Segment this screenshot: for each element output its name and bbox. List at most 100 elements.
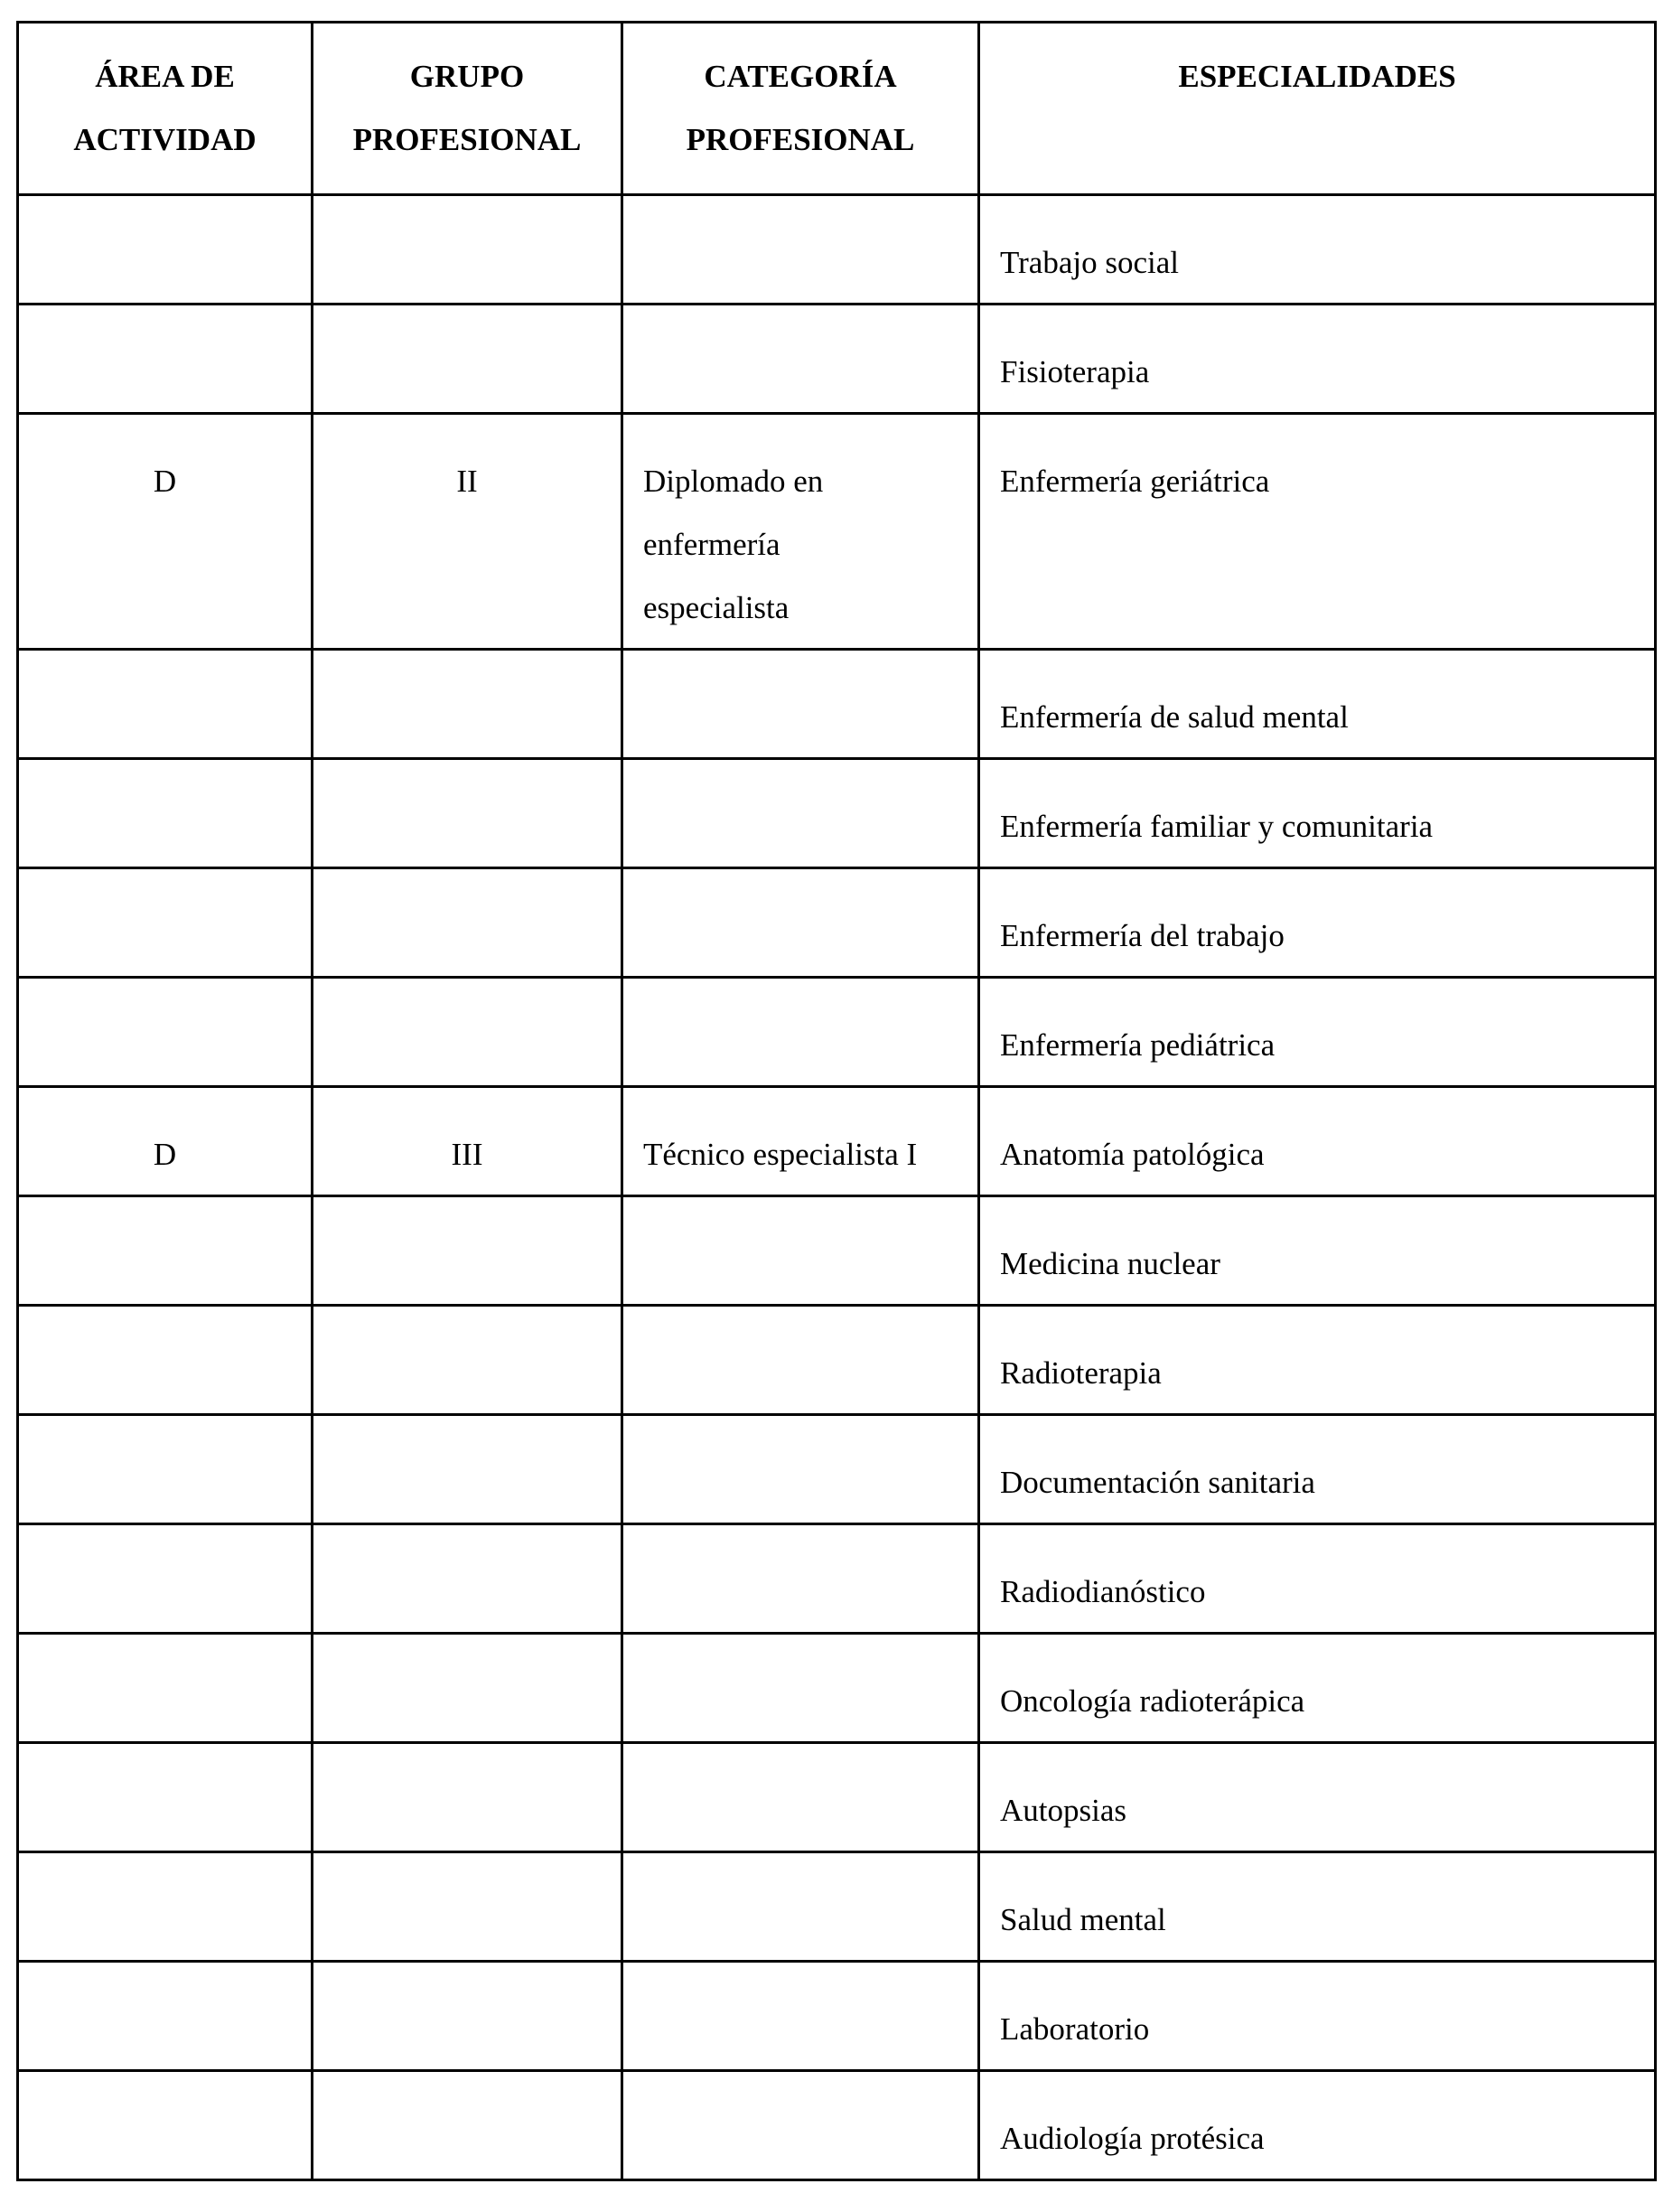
cell-area <box>16 2069 313 2181</box>
cell-categoria: Técnico especialista I <box>621 1085 980 1197</box>
header-line: CATEGORÍA <box>704 59 897 94</box>
cell-line: especialista <box>643 590 790 625</box>
cell-area <box>16 1741 313 1853</box>
cell-especialidad: Enfermería pediátrica <box>977 976 1657 1088</box>
cell-grupo <box>311 1741 623 1853</box>
cell-grupo <box>311 1413 623 1525</box>
cell-area <box>16 976 313 1088</box>
cell-grupo <box>311 757 623 869</box>
specialties-table: ÁREA DE ACTIVIDAD GRUPO PROFESIONAL CATEGO… <box>16 21 1657 2181</box>
cell-grupo <box>311 1195 623 1307</box>
cell-categoria <box>621 757 980 869</box>
cell-categoria <box>621 303 980 415</box>
cell-area: D <box>16 1085 313 1197</box>
table-row: Salud mental <box>16 1851 1657 1963</box>
table-row: Audiología protésica <box>16 2069 1657 2181</box>
cell-categoria <box>621 1304 980 1416</box>
table-row: Autopsias <box>16 1741 1657 1853</box>
cell-categoria <box>621 1960 980 2072</box>
table-row: Fisioterapia <box>16 303 1657 415</box>
cell-categoria <box>621 1851 980 1963</box>
cell-especialidad: Enfermería geriátrica <box>977 412 1657 651</box>
cell-especialidad: Trabajo social <box>977 193 1657 305</box>
cell-grupo <box>311 867 623 979</box>
cell-area <box>16 1304 313 1416</box>
table-row: Enfermería familiar y comunitaria <box>16 757 1657 869</box>
cell-area <box>16 1195 313 1307</box>
table-row: Laboratorio <box>16 1960 1657 2072</box>
cell-categoria <box>621 648 980 760</box>
cell-categoria <box>621 1523 980 1635</box>
table-row: Documentación sanitaria <box>16 1413 1657 1525</box>
cell-area <box>16 1413 313 1525</box>
cell-especialidad: Enfermería familiar y comunitaria <box>977 757 1657 869</box>
cell-grupo: III <box>311 1085 623 1197</box>
cell-categoria <box>621 2069 980 2181</box>
cell-especialidad: Laboratorio <box>977 1960 1657 2072</box>
cell-area: D <box>16 412 313 651</box>
cell-area <box>16 1523 313 1635</box>
cell-categoria <box>621 1195 980 1307</box>
cell-grupo <box>311 648 623 760</box>
header-area: ÁREA DE ACTIVIDAD <box>16 21 313 196</box>
table-row: Enfermería del trabajo <box>16 867 1657 979</box>
cell-categoria <box>621 976 980 1088</box>
header-row: ÁREA DE ACTIVIDAD GRUPO PROFESIONAL CATEGO… <box>16 21 1657 196</box>
cell-especialidad: Documentación sanitaria <box>977 1413 1657 1525</box>
cell-grupo <box>311 2069 623 2181</box>
header-line: ACTIVIDAD <box>73 122 257 157</box>
cell-categoria: Diplomado en enfermería especialista <box>621 412 980 651</box>
cell-area <box>16 867 313 979</box>
table-row: Trabajo social <box>16 193 1657 305</box>
cell-categoria <box>621 193 980 305</box>
table-row: Enfermería de salud mental <box>16 648 1657 760</box>
header-line: ÁREA DE <box>95 59 235 94</box>
header-line: ESPECIALIDADES <box>1178 59 1456 94</box>
cell-categoria <box>621 1413 980 1525</box>
cell-area <box>16 1851 313 1963</box>
cell-area <box>16 193 313 305</box>
cell-grupo <box>311 1851 623 1963</box>
cell-categoria <box>621 867 980 979</box>
header-line: PROFESIONAL <box>352 122 582 157</box>
cell-grupo <box>311 1632 623 1744</box>
cell-especialidad: Autopsias <box>977 1741 1657 1853</box>
cell-especialidad: Fisioterapia <box>977 303 1657 415</box>
cell-especialidad: Medicina nuclear <box>977 1195 1657 1307</box>
cell-grupo <box>311 303 623 415</box>
cell-grupo <box>311 976 623 1088</box>
header-categoria: CATEGORÍA PROFESIONAL <box>621 21 980 196</box>
cell-especialidad: Salud mental <box>977 1851 1657 1963</box>
cell-especialidad: Oncología radioterápica <box>977 1632 1657 1744</box>
table-row: D II Diplomado en enfermería especialista Enf… <box>16 412 1657 651</box>
cell-area <box>16 1632 313 1744</box>
cell-line: Diplomado en <box>643 464 824 499</box>
table-row: Enfermería pediátrica <box>16 976 1657 1088</box>
table-row: Radioterapia <box>16 1304 1657 1416</box>
cell-especialidad: Enfermería del trabajo <box>977 867 1657 979</box>
cell-area <box>16 648 313 760</box>
cell-line: enfermería <box>643 527 780 562</box>
cell-especialidad: Audiología protésica <box>977 2069 1657 2181</box>
header-grupo: GRUPO PROFESIONAL <box>311 21 623 196</box>
cell-especialidad: Enfermería de salud mental <box>977 648 1657 760</box>
cell-categoria <box>621 1632 980 1744</box>
header-especialidades: ESPECIALIDADES <box>977 21 1657 196</box>
cell-grupo <box>311 1960 623 2072</box>
table-row: Oncología radioterápica <box>16 1632 1657 1744</box>
cell-grupo <box>311 193 623 305</box>
cell-area <box>16 303 313 415</box>
cell-especialidad: Anatomía patológica <box>977 1085 1657 1197</box>
cell-especialidad: Radioterapia <box>977 1304 1657 1416</box>
table-row: Radiodianóstico <box>16 1523 1657 1635</box>
table-row: D III Técnico especialista I Anatomía patol… <box>16 1085 1657 1197</box>
cell-area <box>16 757 313 869</box>
header-line: GRUPO <box>409 59 525 94</box>
cell-categoria <box>621 1741 980 1853</box>
cell-grupo <box>311 1523 623 1635</box>
cell-grupo: II <box>311 412 623 651</box>
cell-area <box>16 1960 313 2072</box>
table-row: Medicina nuclear <box>16 1195 1657 1307</box>
cell-grupo <box>311 1304 623 1416</box>
cell-especialidad: Radiodianóstico <box>977 1523 1657 1635</box>
